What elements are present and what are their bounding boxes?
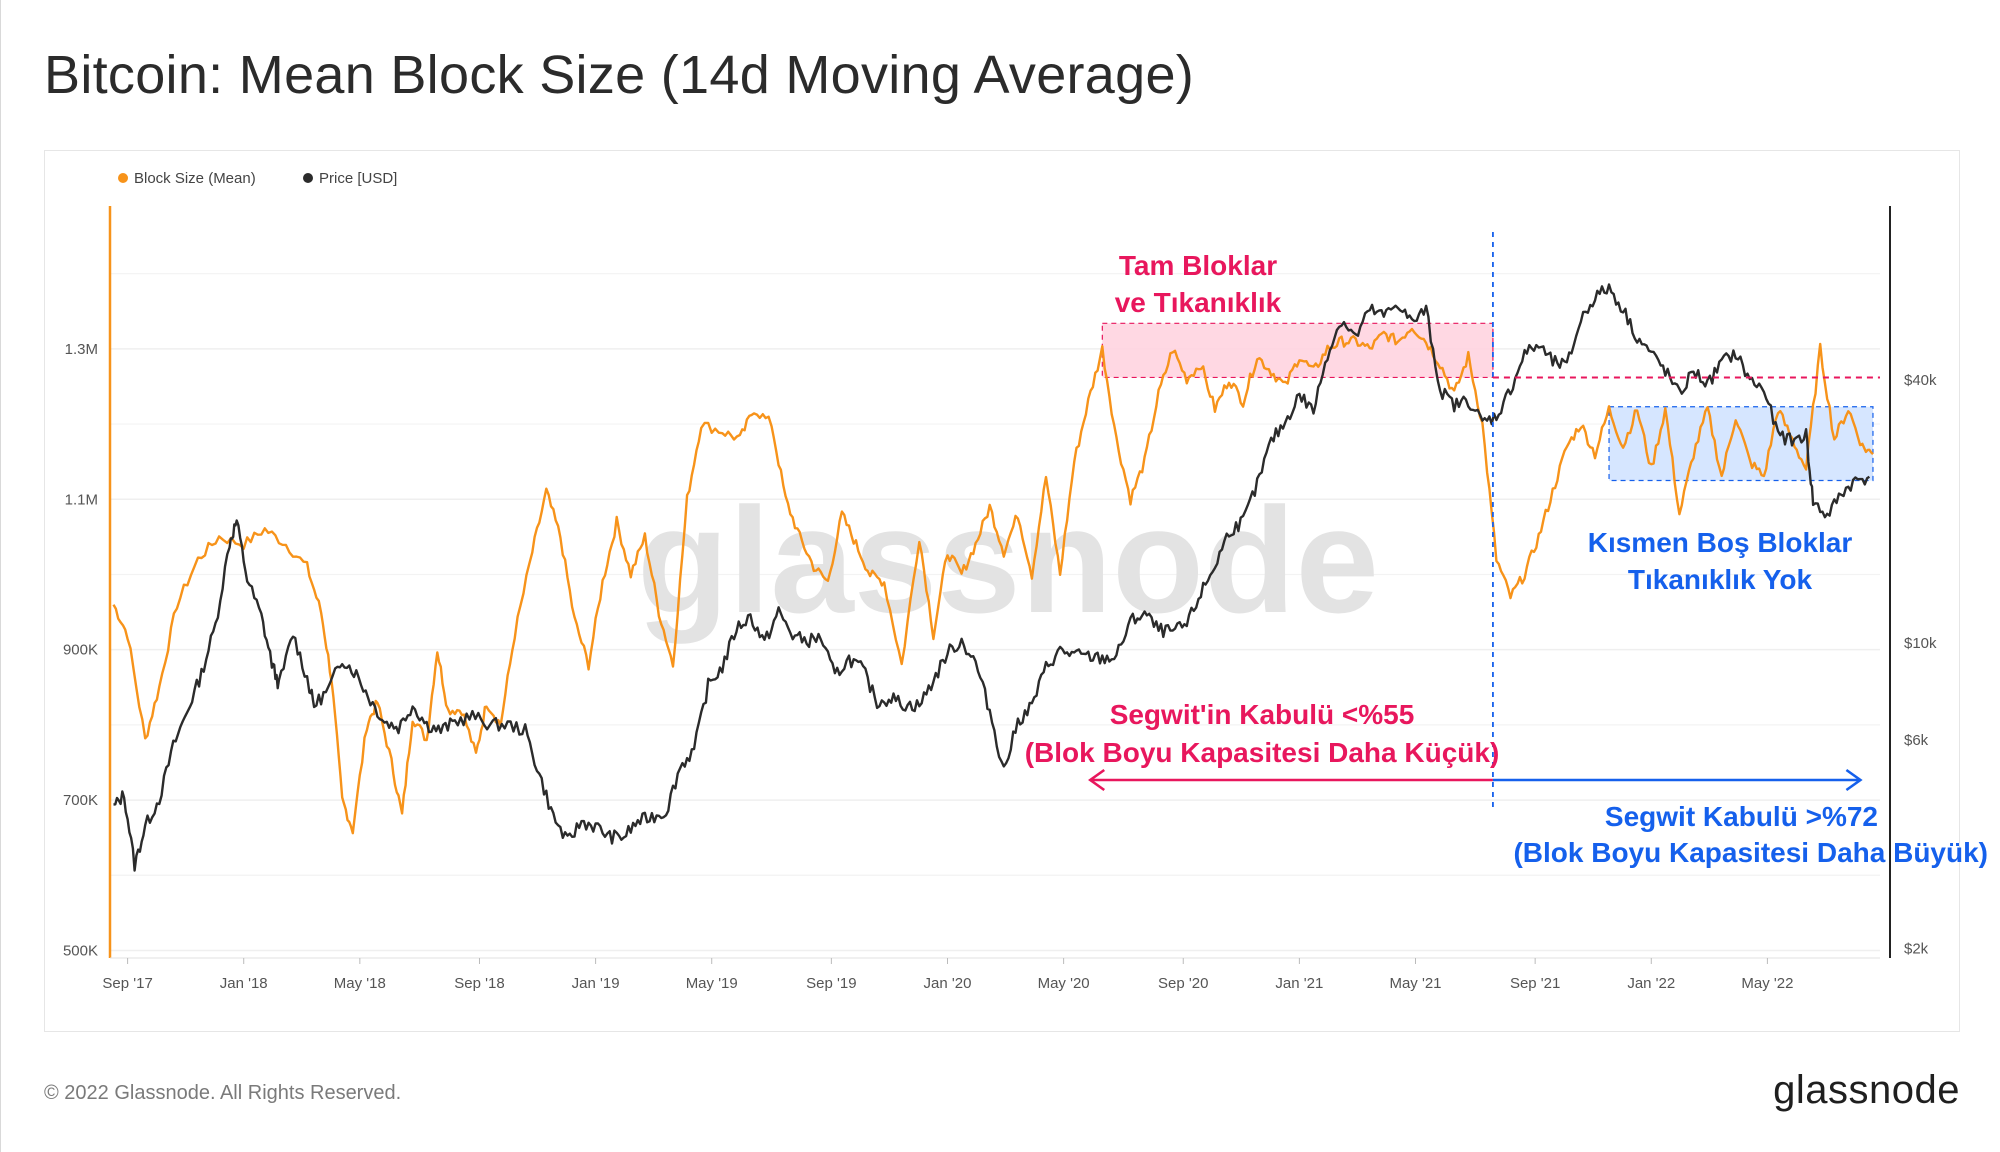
x-tick-label: May '18 bbox=[334, 975, 386, 992]
y-right-tick-label: $2k bbox=[1904, 940, 1929, 957]
y-left-tick-label: 1.3M bbox=[65, 341, 98, 358]
legend-dot bbox=[118, 173, 128, 183]
x-tick-label: Sep '21 bbox=[1510, 975, 1560, 992]
page-title: Bitcoin: Mean Block Size (14d Moving Ave… bbox=[44, 45, 1195, 105]
segwit-low-label-2: (Blok Boyu Kapasitesi Daha Küçük) bbox=[1025, 737, 1500, 768]
chart-panel bbox=[44, 150, 1960, 1032]
glassnode-logo: glassnode bbox=[1773, 1068, 1960, 1112]
axes: 1.3M 1.1M 900K 700K 500K $40k $10k $6k $2k Sep '1… bbox=[63, 206, 1937, 992]
price-line bbox=[113, 283, 1871, 872]
left-edge-line bbox=[0, 0, 1, 1152]
x-tick-label: May '22 bbox=[1741, 975, 1793, 992]
watermark-text: glassnode bbox=[637, 476, 1379, 644]
x-tick-label: May '21 bbox=[1389, 975, 1441, 992]
legend-label: Block Size (Mean) bbox=[134, 170, 256, 187]
legend: Block Size (Mean) Price [USD] bbox=[118, 170, 397, 187]
y-right-tick-label: $40k bbox=[1904, 372, 1937, 389]
legend-dot bbox=[303, 173, 313, 183]
block-size-line bbox=[112, 327, 1874, 835]
x-tick-label: May '19 bbox=[686, 975, 738, 992]
y-left-tick-label: 1.1M bbox=[65, 491, 98, 508]
x-tick-label: Sep '18 bbox=[454, 975, 504, 992]
partial-blocks-label-1: Kısmen Boş Bloklar bbox=[1588, 527, 1853, 558]
grid-lines bbox=[110, 273, 1880, 952]
copyright-footer: © 2022 Glassnode. All Rights Reserved. bbox=[44, 1082, 402, 1104]
legend-label: Price [USD] bbox=[319, 170, 397, 187]
x-tick-label: Jan '20 bbox=[924, 975, 972, 992]
x-tick-label: Sep '19 bbox=[806, 975, 856, 992]
highlight-bands bbox=[1101, 322, 1874, 482]
x-tick-label: Sep '17 bbox=[102, 975, 152, 992]
series-lines bbox=[112, 283, 1874, 872]
y-left-tick-label: 700K bbox=[63, 792, 98, 809]
segwit-high-arrowhead bbox=[1845, 768, 1863, 792]
x-tick-label: Jan '21 bbox=[1275, 975, 1323, 992]
x-tick-label: Sep '20 bbox=[1158, 975, 1208, 992]
partial_blocks-band bbox=[1608, 406, 1874, 482]
full-blocks-label-2: ve Tıkanıklık bbox=[1115, 287, 1282, 318]
reference-lines bbox=[1492, 232, 1880, 812]
y-right-tick-label: $6k bbox=[1904, 732, 1929, 749]
segwit-low-label-1: Segwit'in Kabulü <%55 bbox=[1110, 699, 1415, 730]
segwit-high-label-2: (Blok Boyu Kapasitesi Daha Büyük) bbox=[1513, 837, 1988, 868]
y-right-tick-label: $10k bbox=[1904, 635, 1937, 652]
x-tick-label: Jan '22 bbox=[1627, 975, 1675, 992]
full-blocks-label-1: Tam Bloklar bbox=[1119, 250, 1277, 281]
partial-blocks-label-2: Tıkanıklık Yok bbox=[1628, 564, 1813, 595]
x-tick-label: Jan '18 bbox=[220, 975, 268, 992]
x-tick-label: Jan '19 bbox=[572, 975, 620, 992]
segwit-high-label-1: Segwit Kabulü >%72 bbox=[1605, 801, 1878, 832]
y-left-tick-label: 900K bbox=[63, 642, 98, 659]
segwit-low-arrowhead bbox=[1088, 768, 1106, 792]
annotations: Tam Bloklar ve Tıkanıklık Kısmen Boş Blokl… bbox=[1025, 250, 1988, 868]
x-tick-label: May '20 bbox=[1038, 975, 1090, 992]
y-left-tick-label: 500K bbox=[63, 942, 98, 959]
